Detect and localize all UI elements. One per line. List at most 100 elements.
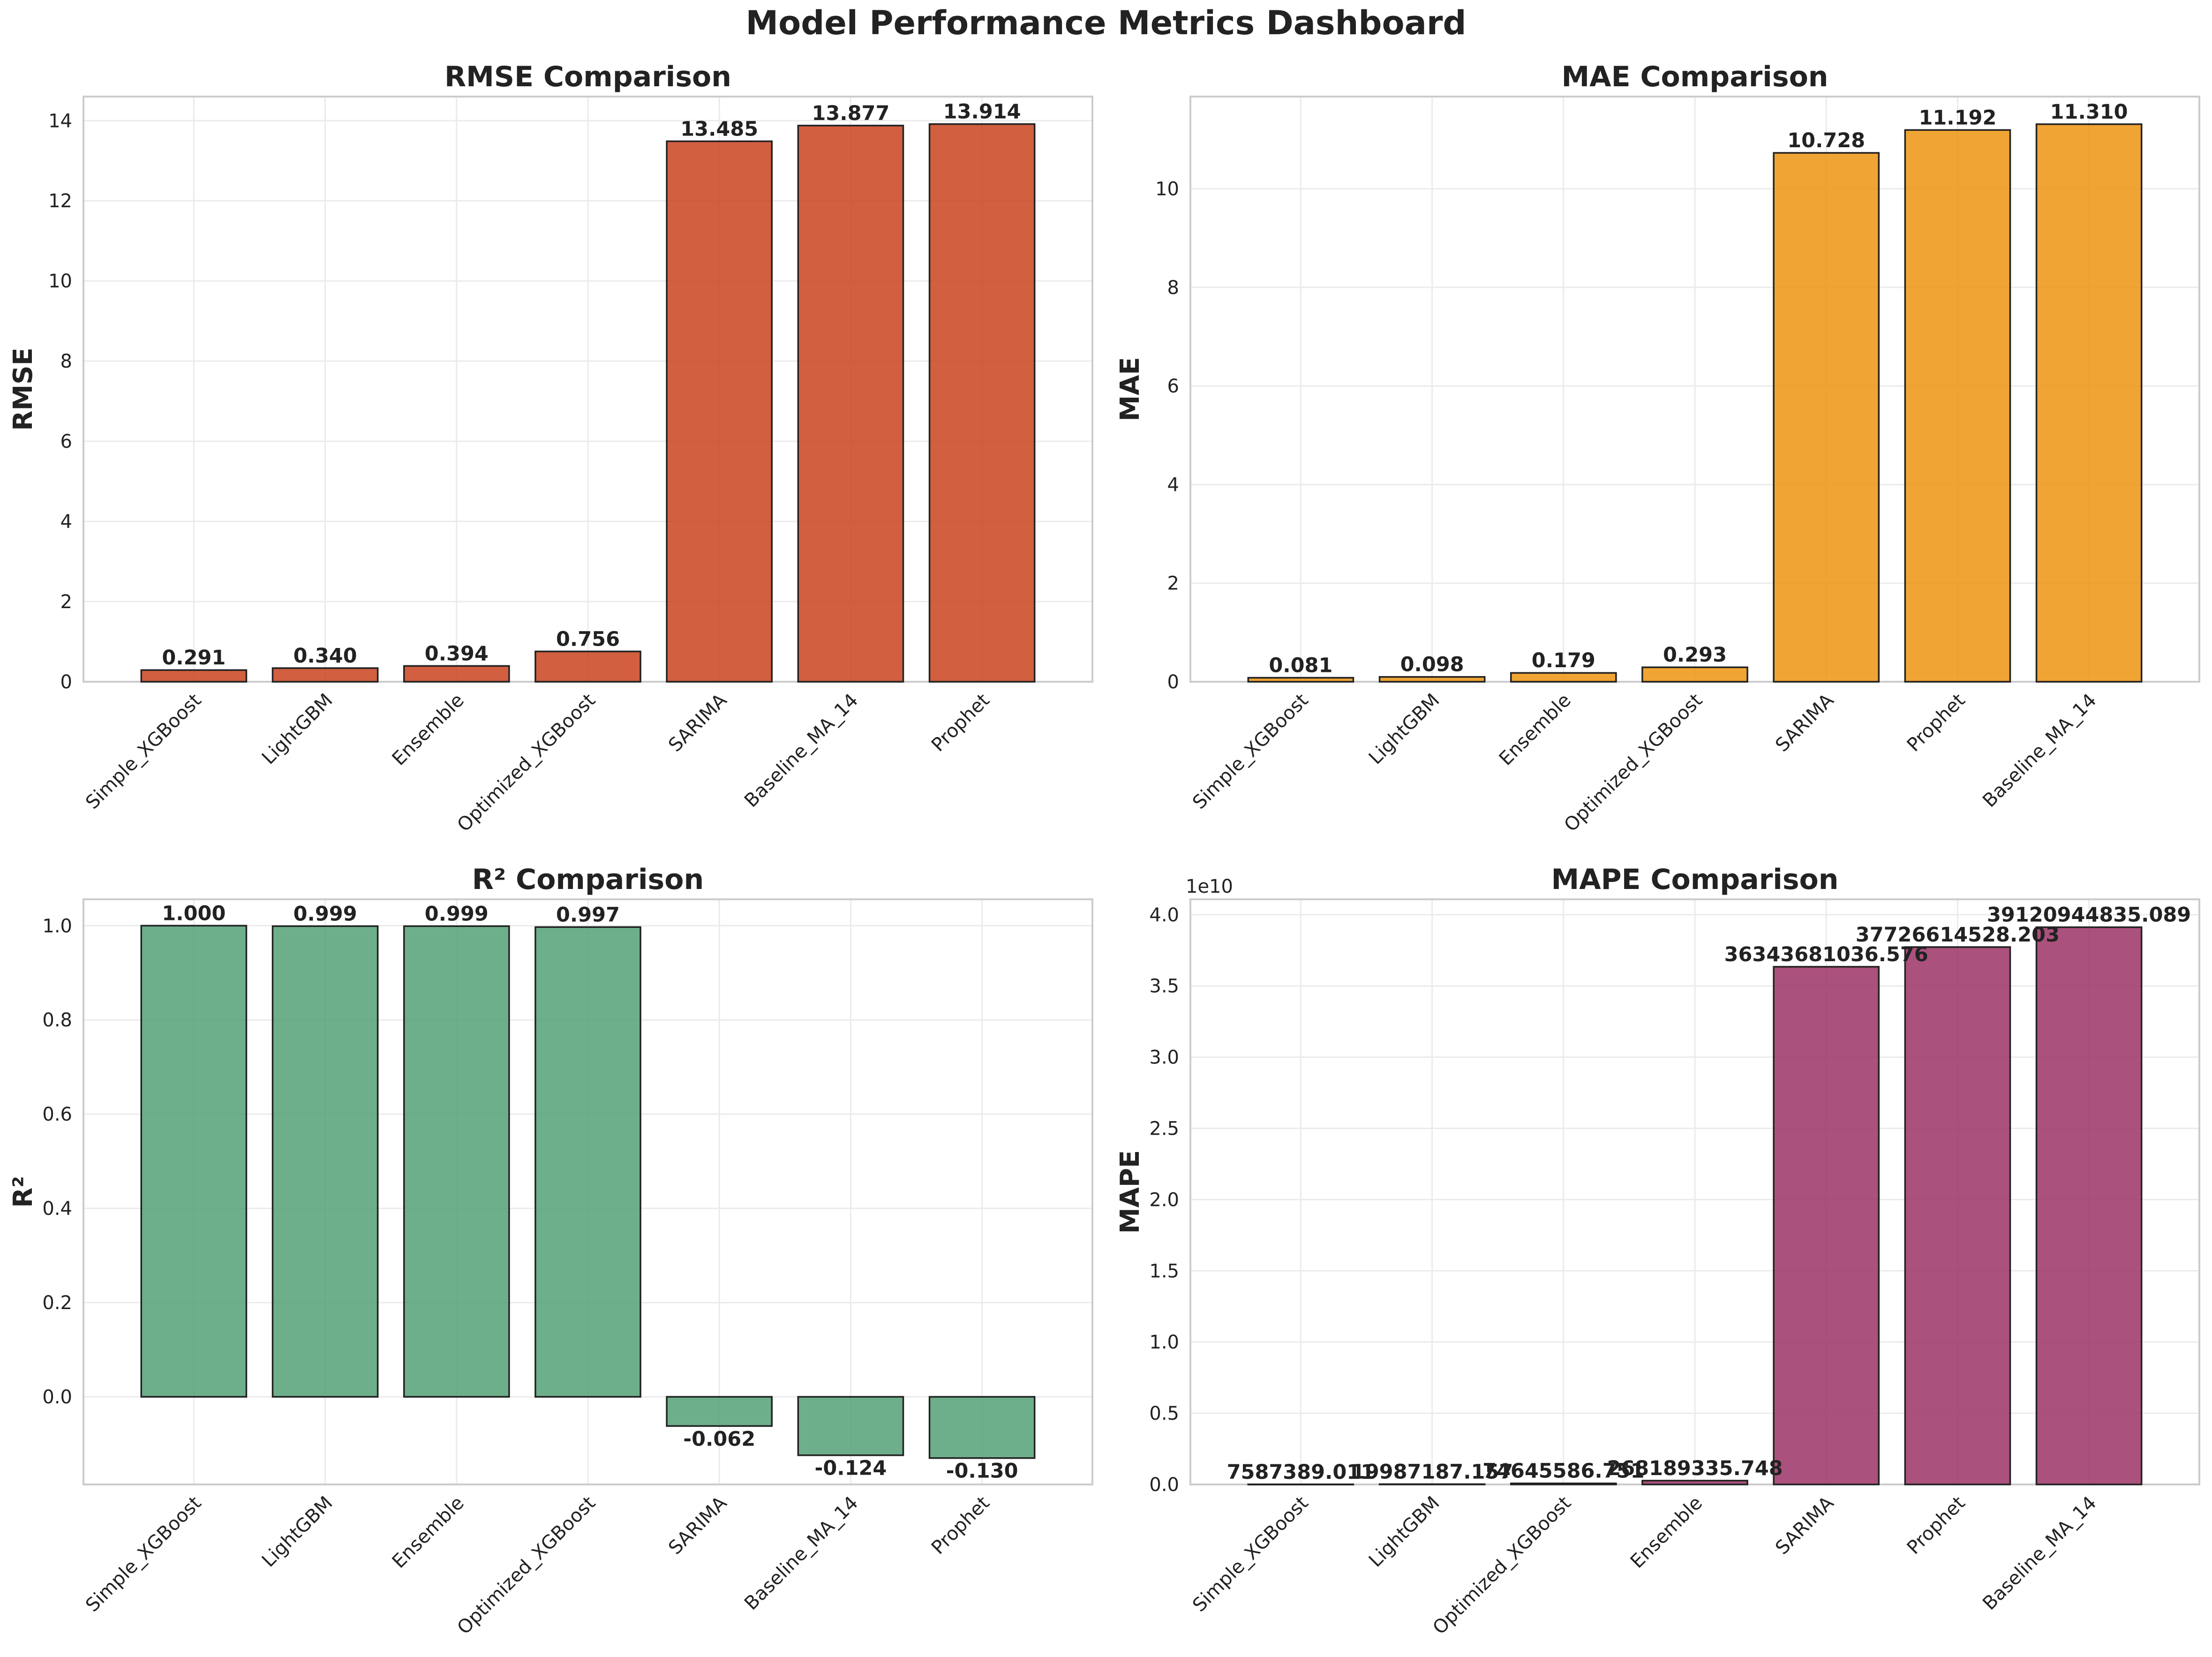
y-tick-label: 2.5: [1149, 1118, 1179, 1140]
value-label: 268189335.748: [1607, 1457, 1783, 1480]
bar: [797, 1396, 904, 1456]
y-tick-label: 14: [48, 110, 72, 132]
y-tick-label: 6: [1167, 376, 1179, 397]
y-tick-label: 2.0: [1149, 1189, 1179, 1211]
y-axis-label: MAPE: [1115, 1150, 1145, 1234]
value-label: 0.999: [425, 902, 489, 926]
bar: [1247, 677, 1354, 683]
x-tick-label: Baseline_MA_14: [1979, 1492, 2100, 1614]
bar: [1773, 152, 1880, 683]
bar: [666, 1396, 773, 1427]
y-axis-label: MAE: [1115, 357, 1145, 421]
bar: [1247, 1484, 1354, 1486]
value-label: 36343681036.576: [1724, 943, 1928, 966]
value-label: -0.130: [946, 1460, 1018, 1483]
value-label: 7587389.011: [1227, 1461, 1375, 1484]
bar: [1904, 946, 2011, 1485]
value-label: 13.485: [680, 117, 758, 141]
bar: [2035, 926, 2143, 1485]
y-tick-label: 1.5: [1149, 1260, 1179, 1282]
chart-title: MAE Comparison: [1561, 60, 1828, 93]
y-tick-label: 6: [60, 431, 72, 452]
bar: [534, 650, 641, 683]
value-label: 0.293: [1663, 643, 1727, 667]
value-label: 0.756: [556, 627, 620, 651]
bar: [928, 123, 1036, 683]
y-tick-label: 0.0: [1149, 1474, 1179, 1496]
bar: [1378, 676, 1486, 683]
bar: [1641, 1480, 1748, 1485]
bar: [1773, 966, 1880, 1485]
x-tick-label: Optimized_XGBoost: [1429, 1492, 1575, 1639]
y-tick-label: 8: [60, 351, 72, 372]
value-label: 13.914: [943, 100, 1021, 124]
y-axis-label: RMSE: [8, 347, 38, 430]
bar: [1510, 672, 1617, 683]
y-tick-label: 0: [60, 671, 72, 693]
value-label: 10.728: [1787, 129, 1865, 152]
y-tick-label: 0.8: [42, 1009, 72, 1031]
chart-title: MAPE Comparison: [1551, 863, 1838, 896]
bar: [1904, 129, 2011, 683]
y-tick-label: 0.0: [42, 1386, 72, 1408]
y-tick-label: 3.5: [1149, 976, 1179, 997]
y-tick-label: 0.2: [42, 1292, 72, 1314]
value-label: 1.000: [162, 902, 226, 925]
x-tick-label: Prophet: [1903, 1492, 1970, 1559]
value-label: 39120944835.089: [1987, 904, 2191, 927]
value-label: 0.340: [293, 644, 357, 668]
bar: [403, 925, 510, 1398]
value-label: 0.179: [1532, 649, 1595, 672]
y-tick-label: 2: [60, 591, 72, 613]
y-axis-offset-label: 1e10: [1186, 876, 1233, 897]
bar: [271, 925, 379, 1398]
value-label: 13.877: [812, 102, 889, 125]
bar: [140, 669, 248, 683]
y-tick-label: 10: [1155, 179, 1179, 200]
value-label: 11.310: [2050, 100, 2128, 124]
y-tick-label: 4: [60, 511, 72, 533]
y-tick-label: 4: [1167, 474, 1179, 496]
bar: [403, 665, 510, 683]
y-tick-label: 1.0: [42, 915, 72, 937]
bar: [2035, 123, 2143, 683]
value-label: 0.997: [556, 903, 620, 926]
y-tick-label: 0.5: [1149, 1403, 1179, 1424]
x-tick-label: Simple_XGBoost: [1189, 1492, 1312, 1616]
value-label: -0.062: [683, 1427, 755, 1451]
chart-title: R² Comparison: [472, 863, 704, 896]
y-tick-label: 4.0: [1149, 904, 1179, 926]
bar: [271, 667, 379, 683]
figure-title: Model Performance Metrics Dashboard: [745, 4, 1467, 42]
value-label: 19987187.157: [1351, 1460, 1513, 1484]
value-label: 11.192: [1919, 106, 1996, 129]
bar: [928, 1396, 1036, 1459]
value-label: 0.291: [162, 646, 226, 670]
value-label: 0.999: [293, 902, 357, 926]
x-tick-label: Ensemble: [1626, 1492, 1707, 1573]
value-label: 37726614528.203: [1856, 923, 2060, 947]
x-tick-label: LightGBM: [1365, 1492, 1444, 1572]
bar: [1641, 666, 1748, 683]
value-label: -0.124: [814, 1457, 887, 1480]
y-tick-label: 0.6: [42, 1104, 72, 1125]
axes-frame: [83, 898, 1093, 1485]
x-tick-label: SARIMA: [1771, 1492, 1838, 1559]
value-label: 74645586.751: [1482, 1460, 1644, 1483]
y-axis-label: R²: [8, 1176, 38, 1208]
chart-title: RMSE Comparison: [444, 60, 731, 93]
value-label: 0.394: [425, 642, 489, 665]
y-tick-label: 3.0: [1149, 1047, 1179, 1069]
bar: [797, 125, 904, 683]
value-label: 0.081: [1269, 654, 1332, 677]
y-tick-label: 8: [1167, 277, 1179, 299]
bar: [140, 925, 248, 1398]
y-tick-label: 0: [1167, 671, 1179, 693]
bar: [666, 140, 773, 683]
y-tick-label: 1.0: [1149, 1332, 1179, 1353]
y-tick-label: 12: [48, 190, 72, 212]
